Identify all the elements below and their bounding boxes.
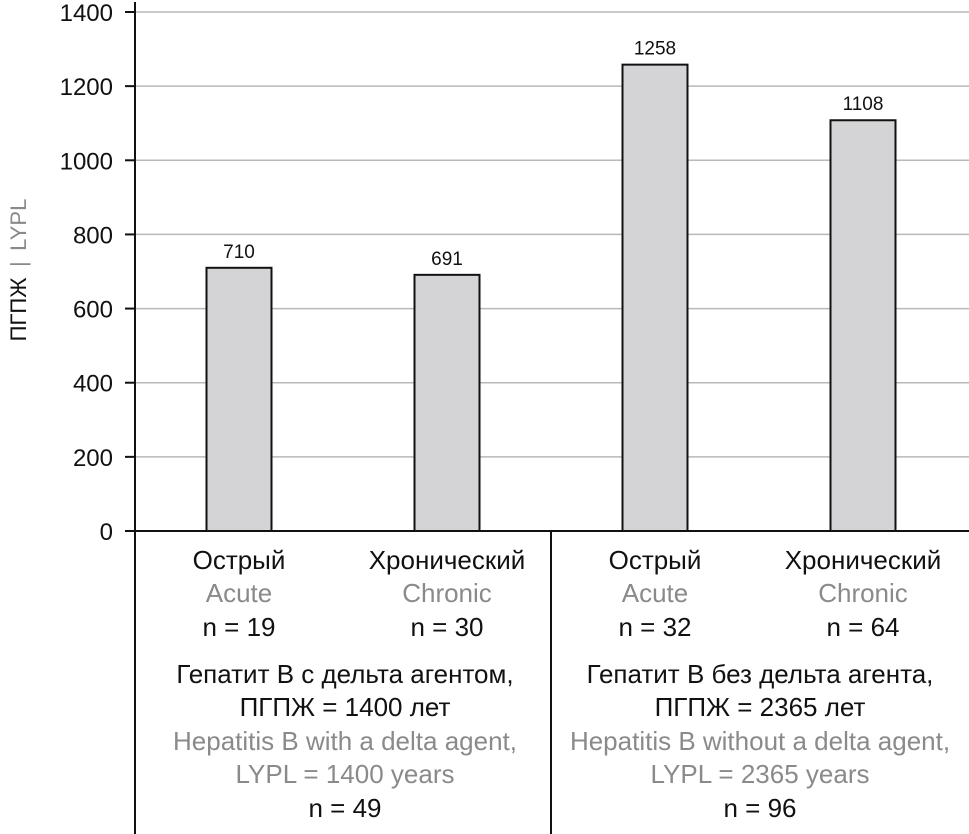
data-label: 710 <box>223 242 255 263</box>
group-title-en: Hepatitis B with a delta agent, <box>173 726 517 756</box>
group-labels: Гепатит В с дельта агентом,ПГПЖ = 1400 л… <box>173 659 950 823</box>
category-sample-size: n = 30 <box>410 612 483 642</box>
category-label-ru: Хронический <box>369 545 526 575</box>
bar <box>205 266 273 532</box>
y-tick-label: 0 <box>100 519 113 546</box>
category-label-en: Chronic <box>402 578 492 608</box>
category-sample-size: n = 32 <box>618 612 691 642</box>
group-lypl-ru: ПГПЖ = 2365 лет <box>655 692 866 722</box>
category-label-en: Acute <box>622 578 689 608</box>
group-title-ru: Гепатит В без дельта агента, <box>587 659 934 689</box>
y-tick-label: 400 <box>73 371 113 398</box>
y-tick-label: 1200 <box>60 74 113 101</box>
category-sample-size: n = 19 <box>202 612 275 642</box>
y-axis-title: ПГПЖ | LYPL <box>6 199 31 342</box>
group-sample-size: n = 96 <box>723 793 796 823</box>
data-label: 1108 <box>843 94 884 115</box>
category-label-en: Chronic <box>818 578 908 608</box>
bar <box>413 273 481 532</box>
category-label-ru: Хронический <box>785 545 942 575</box>
y-tick-labels: 0 200 400 600 800 1000 1200 1400 <box>60 0 113 546</box>
data-labels: 710 691 1258 1108 <box>223 39 883 270</box>
y-tick-label: 600 <box>73 297 113 324</box>
group-lypl-en: LYPL = 1400 years <box>236 759 455 789</box>
group-lypl-en: LYPL = 2365 years <box>651 759 870 789</box>
bars <box>205 63 897 533</box>
data-label: 1258 <box>634 39 676 60</box>
y-tick-label: 200 <box>73 445 113 472</box>
group-title-en: Hepatitis B without a delta agent, <box>570 726 950 756</box>
category-sample-size: n = 64 <box>826 612 899 642</box>
bar <box>829 119 897 533</box>
category-label-en: Acute <box>206 578 273 608</box>
y-axis-title-separator: | <box>6 261 31 267</box>
y-tick-label: 1400 <box>60 0 113 27</box>
axes <box>125 2 969 834</box>
category-label-ru: Острый <box>193 545 286 575</box>
y-axis-title-ru: ПГПЖ <box>6 277 31 342</box>
y-tick-label: 800 <box>73 222 113 249</box>
data-label: 691 <box>431 249 463 270</box>
bar <box>621 63 689 533</box>
y-axis-title-en: LYPL <box>6 199 31 251</box>
group-title-ru: Гепатит В с дельта агентом, <box>176 659 513 689</box>
group-lypl-ru: ПГПЖ = 1400 лет <box>240 692 451 722</box>
category-label-ru: Острый <box>609 545 702 575</box>
gridlines <box>135 11 969 458</box>
group-sample-size: n = 49 <box>308 793 381 823</box>
y-tick-label: 1000 <box>60 148 113 175</box>
